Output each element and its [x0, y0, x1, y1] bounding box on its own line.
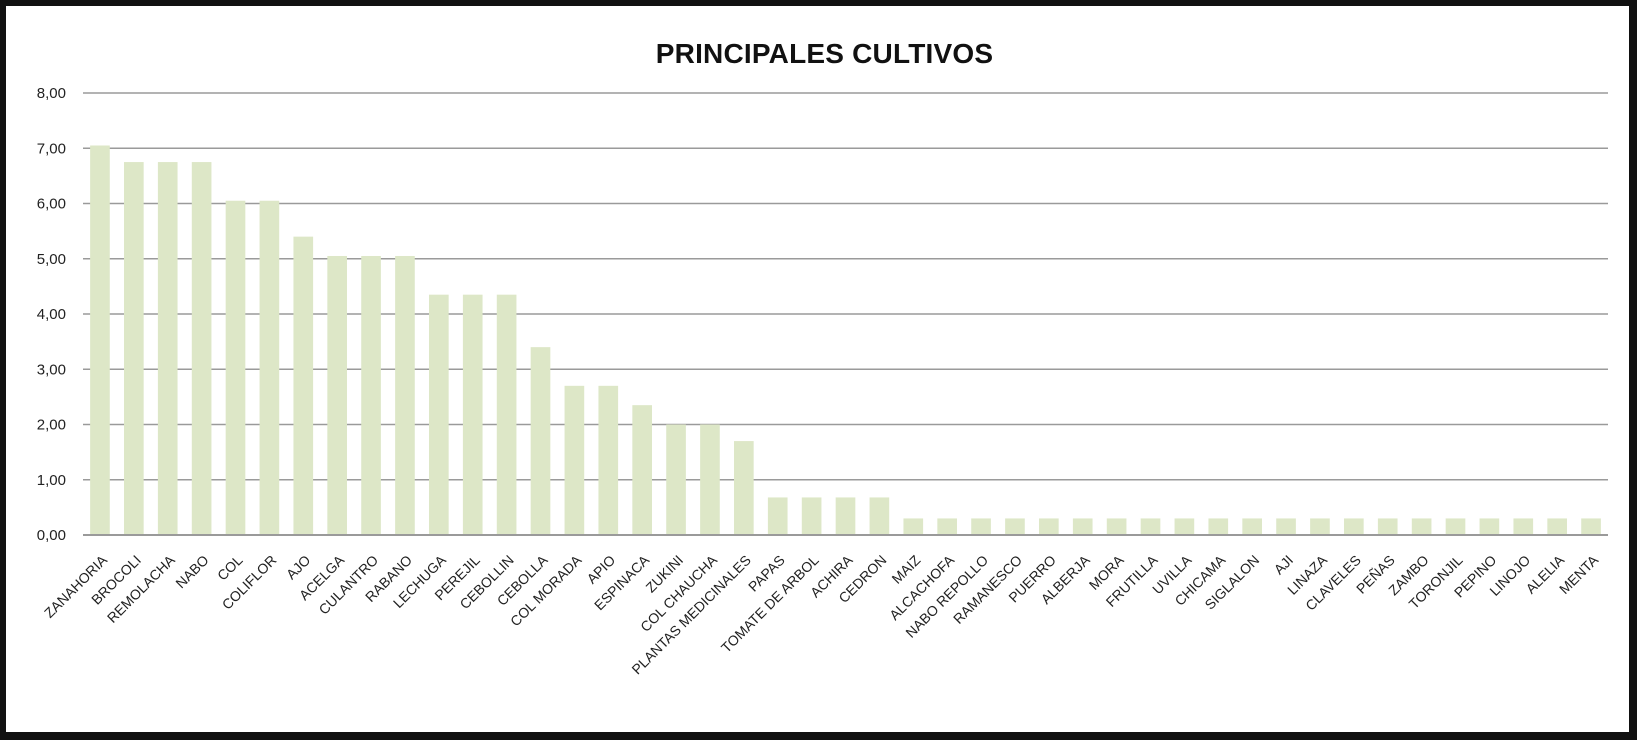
bar: [496, 294, 517, 535]
bar: [1513, 518, 1534, 535]
bar: [429, 294, 449, 535]
bar: [1242, 518, 1262, 535]
bar: [666, 424, 686, 535]
y-tick-label: 4,00: [37, 306, 66, 323]
bar: [1377, 518, 1398, 535]
bar: [530, 347, 551, 535]
y-tick-label: 2,00: [37, 417, 66, 434]
y-tick-label: 6,00: [37, 196, 66, 213]
y-tick-label: 0,00: [37, 527, 66, 544]
bar: [1547, 518, 1567, 535]
y-tick-label: 7,00: [37, 140, 66, 157]
bar: [903, 518, 924, 535]
bar: [1411, 518, 1432, 535]
y-tick-label: 3,00: [37, 361, 66, 378]
bar: [937, 518, 957, 535]
bar: [90, 145, 110, 536]
bar: [293, 236, 314, 535]
bar: [124, 162, 144, 535]
bar: [869, 497, 890, 535]
bar: [971, 518, 991, 535]
bar: [1479, 518, 1500, 535]
bar: [1174, 518, 1195, 535]
bar: [1581, 518, 1601, 535]
bar: [462, 294, 483, 535]
bar: [1344, 518, 1364, 535]
bar: [327, 255, 347, 536]
bar: [1072, 518, 1093, 535]
y-tick-label: 1,00: [37, 472, 66, 489]
bar: [1208, 518, 1229, 535]
bar: [1140, 518, 1161, 535]
bar: [598, 385, 619, 535]
y-tick-label: 5,00: [37, 251, 66, 268]
bar: [1276, 518, 1296, 535]
bar: [801, 497, 822, 535]
x-tick-label: NABO: [172, 552, 211, 591]
x-tick-label: MENTA: [1556, 551, 1602, 597]
bar: [1005, 518, 1025, 535]
chart-title: PRINCIPALES CULTIVOS: [655, 38, 994, 69]
bar: [1106, 518, 1127, 535]
bar: [395, 255, 415, 536]
bar: [835, 497, 856, 535]
bar: [225, 200, 246, 536]
bar: [1039, 518, 1059, 535]
bar: [191, 162, 212, 535]
bar: [564, 385, 585, 535]
bar: [361, 255, 381, 536]
bar: [700, 424, 720, 535]
bar: [734, 441, 754, 535]
bar: [1445, 518, 1466, 535]
bar: [1310, 518, 1330, 535]
bar: [767, 497, 788, 535]
bar: [157, 162, 178, 535]
bar: [259, 200, 280, 536]
y-tick-label: 8,00: [37, 85, 66, 102]
x-tick-label: AJI: [1271, 552, 1297, 578]
bar: [632, 405, 652, 535]
